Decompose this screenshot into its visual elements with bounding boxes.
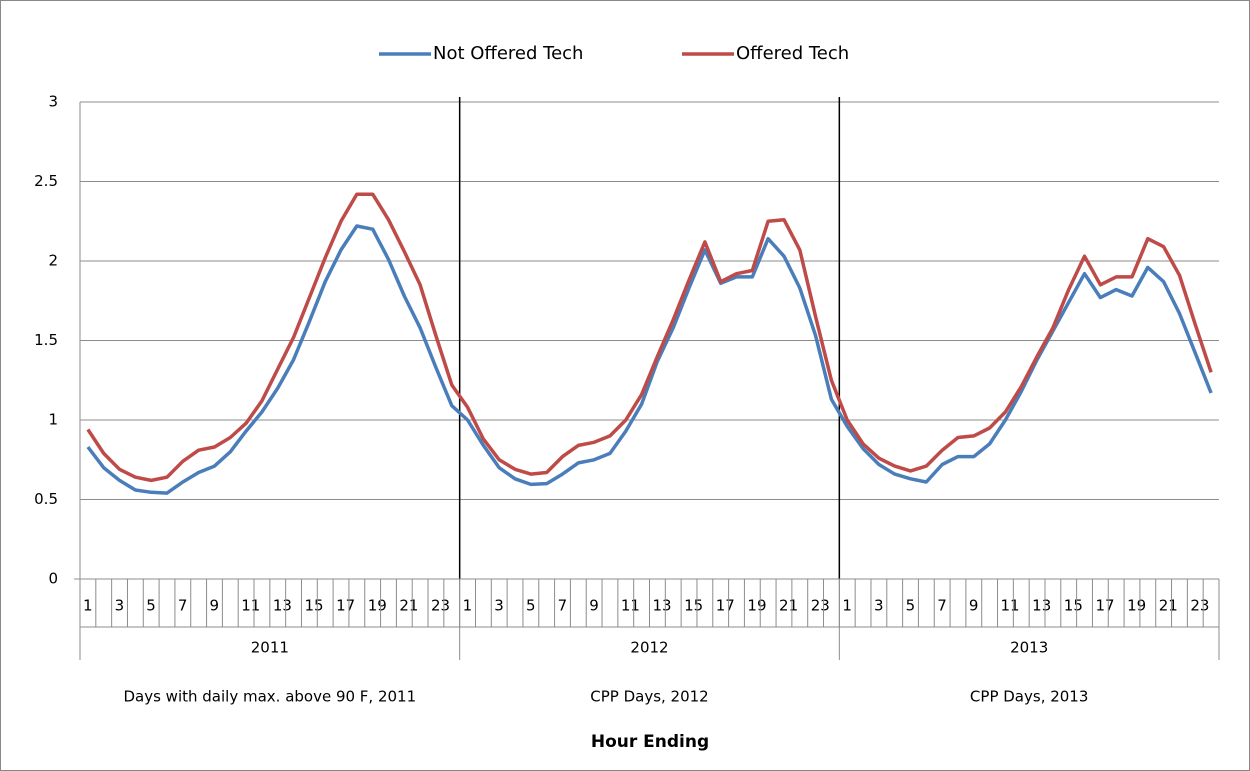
x-tick-label: 19 <box>1127 597 1146 615</box>
x-tick-label: 13 <box>653 597 672 615</box>
x-tick-label: 15 <box>304 597 323 615</box>
x-tick-label: 9 <box>589 597 599 615</box>
x-tick-label: 15 <box>684 597 703 615</box>
legend-label: Offered Tech <box>736 43 849 64</box>
x-tick-label: 21 <box>1159 597 1178 615</box>
x-tick-label: 9 <box>210 597 220 615</box>
x-tick-label: 13 <box>1032 597 1051 615</box>
x-tick-label: 3 <box>494 597 504 615</box>
y-tick-label: 2 <box>48 252 58 270</box>
x-tick-label: 17 <box>1095 597 1114 615</box>
series-line <box>86 224 1213 495</box>
x-tick-label: 23 <box>1190 597 1209 615</box>
x-tick-label: 7 <box>937 597 947 615</box>
x-tick-label: 5 <box>146 597 156 615</box>
x-tick-label: 7 <box>178 597 188 615</box>
x-tick-label: 1 <box>83 597 93 615</box>
x-tick-label: 9 <box>969 597 979 615</box>
legend-label: Not Offered Tech <box>433 43 583 64</box>
x-tick-label: 13 <box>273 597 292 615</box>
x-tick-label: 1 <box>463 597 473 615</box>
x-tick-label: 21 <box>399 597 418 615</box>
y-tick-label: 1.5 <box>34 331 58 349</box>
x-tick-label: 5 <box>526 597 536 615</box>
group-label: 2011 <box>251 639 289 657</box>
x-tick-label: 21 <box>779 597 798 615</box>
x-tick-label: 19 <box>368 597 387 615</box>
x-tick-label: 7 <box>558 597 568 615</box>
x-tick-label: 17 <box>716 597 735 615</box>
x-axis-title: Hour Ending <box>591 732 709 752</box>
x-tick-label: 11 <box>1001 597 1020 615</box>
x-tick-label: 19 <box>747 597 766 615</box>
x-tick-label: 11 <box>241 597 260 615</box>
x-tick-label: 5 <box>906 597 916 615</box>
y-tick-label: 1 <box>48 411 58 429</box>
y-tick-label: 0 <box>48 570 58 588</box>
group-label: 2012 <box>630 639 668 657</box>
x-tick-label: 1 <box>842 597 852 615</box>
series-line <box>86 192 1213 483</box>
x-tick-label: 23 <box>431 597 450 615</box>
x-tick-label: 3 <box>874 597 884 615</box>
y-tick-label: 3 <box>48 93 58 111</box>
y-tick-label: 2.5 <box>34 172 58 190</box>
x-tick-label: 17 <box>336 597 355 615</box>
group-description: CPP Days, 2012 <box>590 688 708 706</box>
x-tick-label: 3 <box>115 597 125 615</box>
group-label: 2013 <box>1010 639 1048 657</box>
group-description: CPP Days, 2013 <box>970 688 1088 706</box>
y-tick-label: 0.5 <box>34 490 58 508</box>
group-description: Days with daily max. above 90 F, 2011 <box>123 688 416 706</box>
x-tick-label: 11 <box>621 597 640 615</box>
x-tick-label: 15 <box>1064 597 1083 615</box>
x-tick-label: 23 <box>811 597 830 615</box>
